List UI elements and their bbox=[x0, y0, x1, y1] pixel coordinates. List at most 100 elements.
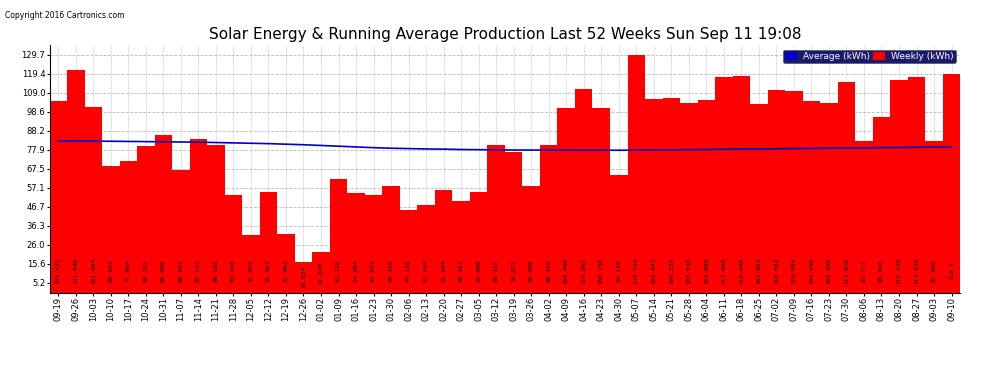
Text: 117.668: 117.668 bbox=[722, 257, 727, 284]
Bar bbox=[645, 99, 662, 292]
Text: 119.4: 119.4 bbox=[949, 261, 954, 280]
Bar bbox=[330, 178, 347, 292]
Bar bbox=[120, 160, 137, 292]
Text: 45.136: 45.136 bbox=[406, 259, 411, 282]
Text: 104.456: 104.456 bbox=[809, 257, 814, 284]
Bar bbox=[838, 82, 855, 292]
Text: 129.734: 129.734 bbox=[634, 257, 639, 284]
Text: 80.102: 80.102 bbox=[144, 259, 148, 282]
Text: 100.756: 100.756 bbox=[599, 257, 604, 284]
Bar bbox=[785, 91, 803, 292]
Text: 16.834: 16.834 bbox=[301, 266, 306, 288]
Bar bbox=[347, 194, 364, 292]
Text: 104.800: 104.800 bbox=[704, 257, 709, 284]
Bar bbox=[715, 77, 733, 292]
Bar bbox=[312, 252, 330, 292]
Text: 100.906: 100.906 bbox=[563, 257, 568, 284]
Text: 115.720: 115.720 bbox=[897, 257, 902, 284]
Text: 80.310: 80.310 bbox=[494, 259, 499, 282]
Text: 103.506: 103.506 bbox=[827, 257, 832, 284]
Text: 55.062: 55.062 bbox=[266, 259, 271, 282]
Bar bbox=[225, 195, 243, 292]
Title: Solar Energy & Running Average Production Last 52 Weeks Sun Sep 11 19:08: Solar Energy & Running Average Productio… bbox=[209, 27, 801, 42]
Text: Copyright 2016 Cartronics.com: Copyright 2016 Cartronics.com bbox=[5, 11, 125, 20]
Bar bbox=[364, 195, 382, 292]
Bar bbox=[942, 74, 960, 292]
Text: 32.062: 32.062 bbox=[283, 259, 288, 282]
Bar bbox=[628, 55, 645, 292]
Bar bbox=[557, 108, 575, 292]
Text: 105.442: 105.442 bbox=[651, 257, 656, 284]
Bar bbox=[470, 192, 487, 292]
Text: 50.162: 50.162 bbox=[458, 259, 463, 282]
Bar bbox=[295, 262, 312, 292]
Text: 21.878: 21.878 bbox=[319, 261, 324, 284]
Bar bbox=[400, 210, 418, 292]
Text: 66.552: 66.552 bbox=[178, 259, 183, 282]
Bar bbox=[172, 171, 190, 292]
Text: 104.432: 104.432 bbox=[55, 257, 60, 284]
Bar bbox=[418, 206, 435, 292]
Text: 110.905: 110.905 bbox=[581, 257, 586, 284]
Text: 55.008: 55.008 bbox=[476, 259, 481, 282]
Bar bbox=[575, 89, 592, 292]
Text: 110.504: 110.504 bbox=[774, 257, 779, 284]
Bar bbox=[382, 186, 400, 292]
Text: 106.338: 106.338 bbox=[669, 257, 674, 284]
Bar bbox=[662, 98, 680, 292]
Text: 117.426: 117.426 bbox=[914, 257, 919, 284]
Text: 103.558: 103.558 bbox=[686, 257, 691, 284]
Text: 80.228: 80.228 bbox=[214, 259, 219, 282]
Bar bbox=[767, 90, 785, 292]
Bar bbox=[243, 235, 259, 292]
Bar bbox=[154, 135, 172, 292]
Bar bbox=[435, 190, 452, 292]
Legend: Average (kWh), Weekly (kWh): Average (kWh), Weekly (kWh) bbox=[783, 50, 955, 63]
Bar bbox=[505, 152, 523, 292]
Bar bbox=[259, 192, 277, 292]
Bar bbox=[67, 70, 84, 292]
Text: 83.522: 83.522 bbox=[196, 259, 201, 282]
Bar bbox=[890, 80, 908, 292]
Bar bbox=[190, 140, 207, 292]
Text: 121.448: 121.448 bbox=[73, 257, 78, 284]
Text: 102.902: 102.902 bbox=[756, 257, 761, 284]
Text: 68.954: 68.954 bbox=[108, 259, 113, 282]
Bar bbox=[855, 141, 873, 292]
Bar bbox=[84, 107, 102, 292]
Bar bbox=[733, 76, 750, 292]
Text: 31.402: 31.402 bbox=[248, 259, 253, 282]
Text: 82.772: 82.772 bbox=[861, 259, 866, 282]
Text: 95.816: 95.816 bbox=[879, 259, 884, 282]
Text: 53.072: 53.072 bbox=[371, 259, 376, 282]
Bar bbox=[926, 141, 942, 292]
Text: 80.310: 80.310 bbox=[546, 259, 551, 282]
Bar bbox=[137, 146, 154, 292]
Text: 86.000: 86.000 bbox=[160, 259, 166, 282]
Text: 64.118: 64.118 bbox=[616, 259, 622, 282]
Bar bbox=[820, 103, 838, 292]
Bar bbox=[540, 145, 557, 292]
Bar bbox=[750, 104, 767, 292]
Text: 110.094: 110.094 bbox=[791, 257, 796, 284]
Bar bbox=[908, 77, 926, 292]
Text: 53.310: 53.310 bbox=[231, 259, 236, 282]
Text: 114.816: 114.816 bbox=[843, 257, 849, 284]
Bar bbox=[592, 108, 610, 292]
Bar bbox=[277, 234, 295, 292]
Bar bbox=[102, 166, 120, 292]
Bar bbox=[803, 101, 820, 292]
Bar bbox=[610, 175, 628, 292]
Bar bbox=[698, 100, 715, 292]
Text: 58.008: 58.008 bbox=[529, 259, 534, 282]
Text: 71.994: 71.994 bbox=[126, 259, 131, 282]
Text: 82.606: 82.606 bbox=[932, 259, 937, 282]
Text: 118.048: 118.048 bbox=[739, 257, 743, 284]
Bar bbox=[207, 146, 225, 292]
Bar bbox=[487, 145, 505, 292]
Bar bbox=[680, 103, 698, 292]
Text: 58.150: 58.150 bbox=[388, 259, 394, 282]
Text: 76.872: 76.872 bbox=[511, 259, 516, 282]
Bar bbox=[873, 117, 890, 292]
Text: 101.094: 101.094 bbox=[91, 257, 96, 284]
